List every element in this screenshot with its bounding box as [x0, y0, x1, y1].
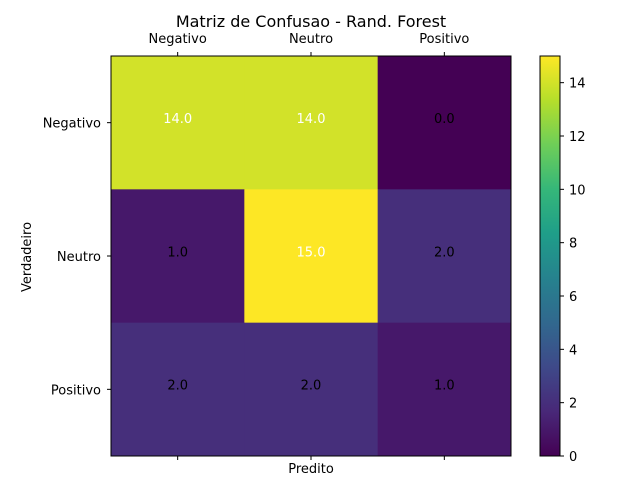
- cell-value-label: 14.0: [163, 112, 192, 127]
- x-axis-label: Predito: [288, 462, 334, 477]
- y-axis-label: Verdadeiro: [20, 222, 35, 292]
- colorbar-tick-label: 12: [569, 130, 586, 145]
- heatmap-cell-r0-c0: [111, 56, 245, 190]
- heatmap-cell-r2-c1: [244, 322, 379, 457]
- chart-title: Matriz de Confusao - Rand. Forest: [176, 12, 446, 31]
- cell-value-label: 0.0: [434, 112, 455, 127]
- y-tick-label: Neutro: [57, 250, 101, 265]
- x-tick-label: Neutro: [289, 32, 333, 47]
- heatmap-plot-area: 14.0 14.0 0.0 1.0 15.0 2.0 2.0 2.0 1.0 Negativo Ne…: [43, 32, 512, 460]
- colorbar-gradient: [539, 55, 561, 457]
- cell-value-label: 2.0: [301, 379, 322, 394]
- cell-value-label: 14.0: [297, 112, 326, 127]
- colorbar-tick-label: 6: [569, 290, 577, 305]
- y-tick-label: Positivo: [51, 383, 101, 398]
- heatmap-cell-r1-c0: [111, 189, 245, 324]
- cell-value-label: 1.0: [167, 245, 188, 260]
- heatmap-cell-r0-c1: [244, 56, 379, 190]
- cell-value-label: 15.0: [297, 245, 326, 260]
- cell-value-label: 2.0: [167, 379, 188, 394]
- heatmap-cell-r2-c0: [111, 322, 245, 457]
- x-tick-label: Negativo: [149, 32, 207, 47]
- heatmap-cell-r0-c2: [377, 56, 512, 190]
- colorbar-tick-label: 8: [569, 237, 577, 252]
- colorbar-tick-label: 2: [569, 397, 577, 412]
- heatmap-cell-r1-c1: [244, 189, 379, 324]
- colorbar-tick-label: 10: [569, 183, 586, 198]
- colorbar-tick-label: 14: [569, 77, 586, 92]
- cell-value-label: 2.0: [434, 245, 455, 260]
- cell-value-label: 1.0: [434, 379, 455, 394]
- colorbar: 0 2 4 6 8 10 12 14: [539, 55, 586, 465]
- x-tick-label: Positivo: [419, 32, 469, 47]
- colorbar-tick-label: 0: [569, 450, 577, 465]
- colorbar-tick-label: 4: [569, 343, 577, 358]
- heatmap-cell-r1-c2: [377, 189, 512, 324]
- y-tick-label: Negativo: [43, 117, 101, 132]
- heatmap-cell-r2-c2: [377, 322, 512, 457]
